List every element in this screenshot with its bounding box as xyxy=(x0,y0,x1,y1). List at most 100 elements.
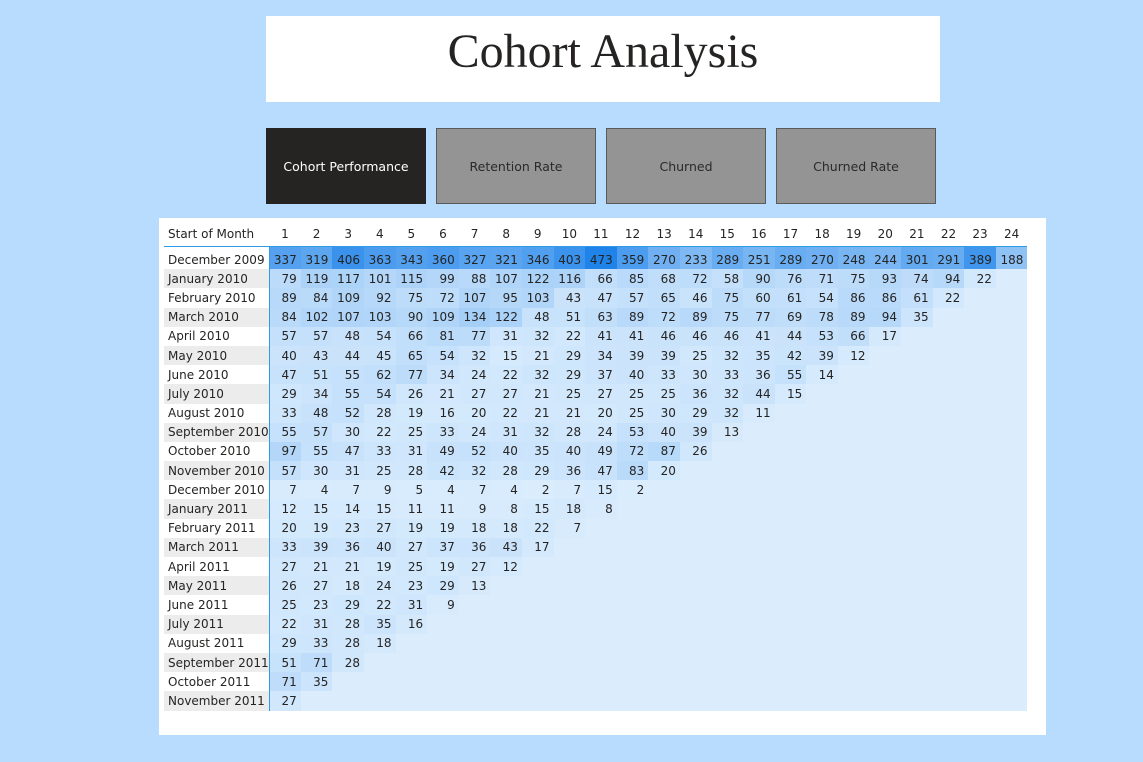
matrix-cell[interactable]: 21 xyxy=(521,384,554,404)
matrix-cell[interactable]: 36 xyxy=(458,537,491,557)
matrix-cell[interactable]: 32 xyxy=(521,365,554,385)
matrix-cell[interactable]: 65 xyxy=(395,345,428,366)
matrix-cell[interactable]: 31 xyxy=(332,461,364,481)
matrix-cell[interactable] xyxy=(837,557,870,577)
matrix-cell[interactable] xyxy=(964,307,996,327)
matrix-cell[interactable] xyxy=(616,614,649,634)
matrix-cell[interactable]: 30 xyxy=(679,365,712,385)
matrix-cell[interactable]: 34 xyxy=(585,345,617,366)
matrix-cell[interactable] xyxy=(774,480,807,500)
matrix-cell[interactable]: 15 xyxy=(363,499,396,519)
matrix-cell[interactable] xyxy=(711,614,744,634)
matrix-cell[interactable]: 39 xyxy=(300,537,333,557)
matrix-cell[interactable]: 40 xyxy=(648,422,680,442)
matrix-cell[interactable] xyxy=(332,691,364,711)
matrix-cell[interactable] xyxy=(932,422,965,442)
matrix-cell[interactable]: 71 xyxy=(806,269,838,289)
matrix-cell[interactable] xyxy=(711,652,744,673)
matrix-cell[interactable] xyxy=(932,614,965,634)
matrix-cell[interactable]: 9 xyxy=(427,595,459,615)
row-label[interactable]: February 2010 xyxy=(164,288,270,308)
matrix-cell[interactable]: 65 xyxy=(648,288,680,308)
matrix-cell[interactable]: 15 xyxy=(585,480,617,500)
matrix-cell[interactable]: 31 xyxy=(395,595,428,615)
tab-churned[interactable]: Churned xyxy=(606,128,766,204)
matrix-cell[interactable] xyxy=(616,633,649,653)
matrix-cell[interactable] xyxy=(648,557,680,577)
matrix-cell[interactable]: 4 xyxy=(490,480,522,500)
matrix-cell[interactable] xyxy=(901,537,933,557)
matrix-cell[interactable]: 13 xyxy=(458,576,491,596)
matrix-cell[interactable] xyxy=(964,576,996,596)
matrix-cell[interactable] xyxy=(869,422,902,442)
matrix-cell[interactable] xyxy=(743,672,775,692)
matrix-cell[interactable] xyxy=(774,499,807,519)
matrix-cell[interactable]: 107 xyxy=(458,288,491,308)
matrix-cell[interactable]: 21 xyxy=(427,384,459,404)
matrix-cell[interactable] xyxy=(711,576,744,596)
matrix-cell[interactable]: 92 xyxy=(363,288,396,308)
matrix-cell[interactable] xyxy=(901,633,933,653)
matrix-cell[interactable]: 25 xyxy=(648,384,680,404)
matrix-cell[interactable]: 42 xyxy=(427,461,459,481)
matrix-cell[interactable]: 89 xyxy=(837,307,870,327)
matrix-cell[interactable] xyxy=(774,403,807,423)
matrix-cell[interactable] xyxy=(869,614,902,634)
matrix-cell[interactable]: 28 xyxy=(490,461,522,481)
matrix-cell[interactable]: 46 xyxy=(679,326,712,346)
matrix-cell[interactable] xyxy=(837,461,870,481)
matrix-cell[interactable]: 24 xyxy=(458,422,491,442)
matrix-cell[interactable] xyxy=(964,384,996,404)
matrix-cell[interactable] xyxy=(774,691,807,711)
matrix-cell[interactable] xyxy=(521,691,554,711)
matrix-cell[interactable]: 58 xyxy=(711,269,744,289)
matrix-cell[interactable] xyxy=(774,576,807,596)
matrix-cell[interactable] xyxy=(616,576,649,596)
matrix-cell[interactable]: 79 xyxy=(269,269,301,289)
matrix-cell[interactable]: 28 xyxy=(363,403,396,423)
matrix-cell[interactable] xyxy=(837,672,870,692)
column-header[interactable]: 10 xyxy=(553,222,586,247)
matrix-cell[interactable] xyxy=(901,652,933,673)
matrix-cell[interactable] xyxy=(869,461,902,481)
matrix-cell[interactable]: 343 xyxy=(395,246,428,270)
matrix-cell[interactable]: 27 xyxy=(458,557,491,577)
matrix-cell[interactable]: 2 xyxy=(616,480,649,500)
matrix-cell[interactable]: 28 xyxy=(332,652,364,673)
matrix-cell[interactable] xyxy=(869,557,902,577)
matrix-cell[interactable] xyxy=(806,557,838,577)
matrix-cell[interactable]: 19 xyxy=(427,557,459,577)
matrix-cell[interactable] xyxy=(648,614,680,634)
matrix-cell[interactable] xyxy=(774,537,807,557)
matrix-cell[interactable]: 18 xyxy=(332,576,364,596)
matrix-cell[interactable]: 44 xyxy=(332,345,364,366)
matrix-cell[interactable] xyxy=(427,672,459,692)
matrix-cell[interactable]: 68 xyxy=(648,269,680,289)
matrix-cell[interactable] xyxy=(995,672,1028,692)
matrix-cell[interactable] xyxy=(679,518,712,538)
column-header[interactable]: 19 xyxy=(837,222,870,247)
matrix-cell[interactable]: 363 xyxy=(363,246,396,270)
matrix-cell[interactable] xyxy=(964,441,996,462)
matrix-cell[interactable] xyxy=(679,633,712,653)
matrix-cell[interactable] xyxy=(553,537,586,557)
matrix-cell[interactable] xyxy=(932,691,965,711)
row-label[interactable]: August 2010 xyxy=(164,403,270,423)
matrix-cell[interactable]: 54 xyxy=(427,345,459,366)
matrix-cell[interactable]: 102 xyxy=(300,307,333,327)
matrix-cell[interactable]: 25 xyxy=(553,384,586,404)
matrix-cell[interactable] xyxy=(743,614,775,634)
matrix-cell[interactable] xyxy=(869,518,902,538)
matrix-cell[interactable] xyxy=(964,557,996,577)
matrix-cell[interactable] xyxy=(806,480,838,500)
matrix-cell[interactable] xyxy=(995,326,1028,346)
matrix-cell[interactable] xyxy=(932,441,965,462)
matrix-cell[interactable] xyxy=(837,576,870,596)
matrix-cell[interactable] xyxy=(458,672,491,692)
matrix-cell[interactable] xyxy=(932,480,965,500)
matrix-cell[interactable]: 103 xyxy=(521,288,554,308)
column-header[interactable]: 8 xyxy=(490,222,522,247)
matrix-cell[interactable]: 21 xyxy=(521,403,554,423)
matrix-cell[interactable] xyxy=(743,576,775,596)
matrix-cell[interactable]: 75 xyxy=(395,288,428,308)
